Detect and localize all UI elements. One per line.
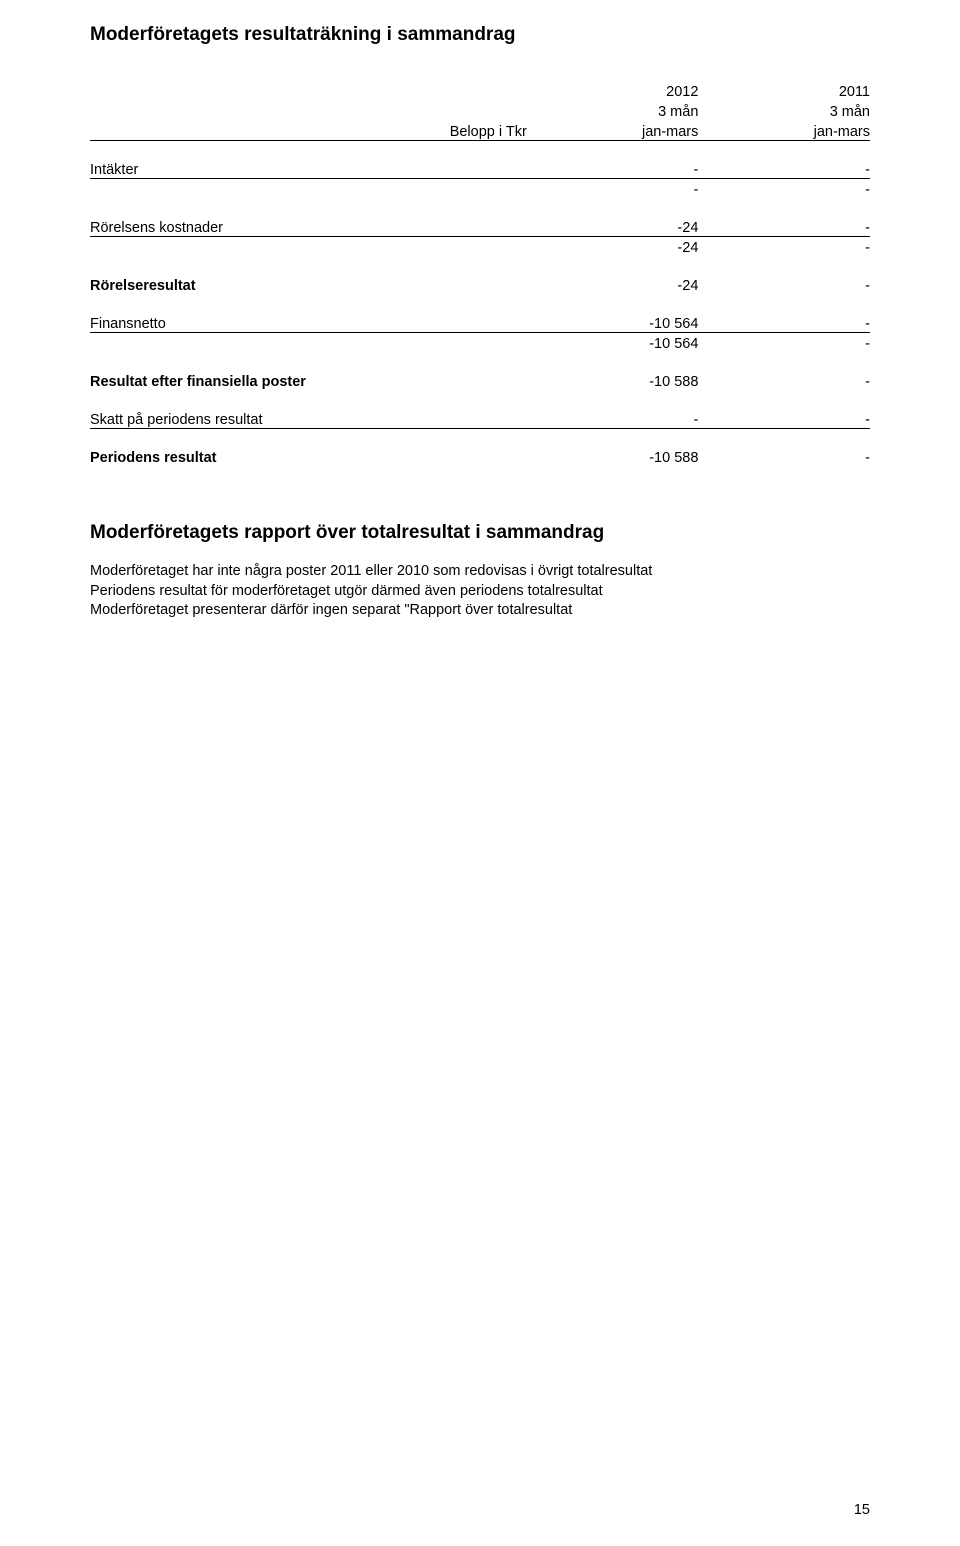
row-intakter-sum: - -	[90, 178, 870, 198]
rorelsens-kostnader-label: Rörelsens kostnader	[90, 216, 527, 236]
col1-period: 3 mån	[527, 100, 699, 120]
row-finansnetto: Finansnetto -10 564 -	[90, 312, 870, 332]
row-intakter: Intäkter - -	[90, 158, 870, 178]
header-row-period: 3 mån 3 mån	[90, 100, 870, 120]
skatt-v2: -	[698, 408, 870, 428]
rorelseresultat-v1: -24	[527, 274, 699, 294]
section2-title: Moderföretagets rapport över totalresult…	[90, 522, 870, 544]
section2-line1: Moderföretaget har inte några poster 201…	[90, 562, 870, 582]
intakter-sum-v2: -	[698, 178, 870, 198]
row-rorelsens-kostnader-sum: -24 -	[90, 236, 870, 256]
rorelseresultat-label: Rörelseresultat	[90, 274, 527, 294]
periodens-resultat-v2: -	[698, 446, 870, 466]
col2-range: jan-mars	[698, 120, 870, 140]
col1-range: jan-mars	[527, 120, 699, 140]
header-row-range: Belopp i Tkr jan-mars jan-mars	[90, 120, 870, 140]
skatt-v1: -	[527, 408, 699, 428]
resultat-efter-fin-v2: -	[698, 370, 870, 390]
resultat-efter-fin-v1: -10 588	[527, 370, 699, 390]
header-row-year: 2012 2011	[90, 80, 870, 100]
periodens-resultat-label: Periodens resultat	[90, 446, 527, 466]
section2-paragraph: Moderföretaget har inte några poster 201…	[90, 562, 870, 621]
col2-year: 2011	[698, 80, 870, 100]
row-periodens-resultat: Periodens resultat -10 588 -	[90, 446, 870, 466]
col2-period: 3 mån	[698, 100, 870, 120]
intakter-label: Intäkter	[90, 158, 527, 178]
intakter-sum-v1: -	[527, 178, 699, 198]
finansnetto-label: Finansnetto	[90, 312, 527, 332]
finansnetto-sum-v1: -10 564	[527, 332, 699, 352]
income-statement-table: 2012 2011 3 mån 3 mån Belopp i Tkr jan-m…	[90, 80, 870, 466]
resultat-efter-fin-label: Resultat efter finansiella poster	[90, 370, 527, 390]
page-number: 15	[854, 1502, 870, 1518]
row-label-header: Belopp i Tkr	[90, 120, 527, 140]
finansnetto-sum-v2: -	[698, 332, 870, 352]
rorelsens-kostnader-sum-v1: -24	[527, 236, 699, 256]
page-title: Moderföretagets resultaträkning i samman…	[90, 24, 870, 46]
rorelsens-kostnader-v1: -24	[527, 216, 699, 236]
section2-line3: Moderföretaget presenterar därför ingen …	[90, 601, 870, 621]
intakter-v1: -	[527, 158, 699, 178]
row-rorelsens-kostnader: Rörelsens kostnader -24 -	[90, 216, 870, 236]
rorelseresultat-v2: -	[698, 274, 870, 294]
intakter-v2: -	[698, 158, 870, 178]
row-resultat-efter-fin: Resultat efter finansiella poster -10 58…	[90, 370, 870, 390]
finansnetto-v2: -	[698, 312, 870, 332]
row-skatt: Skatt på periodens resultat - -	[90, 408, 870, 428]
rorelsens-kostnader-sum-v2: -	[698, 236, 870, 256]
rorelsens-kostnader-v2: -	[698, 216, 870, 236]
section2-line2: Periodens resultat för moderföretaget ut…	[90, 582, 870, 602]
col1-year: 2012	[527, 80, 699, 100]
row-finansnetto-sum: -10 564 -	[90, 332, 870, 352]
row-rorelseresultat: Rörelseresultat -24 -	[90, 274, 870, 294]
finansnetto-v1: -10 564	[527, 312, 699, 332]
periodens-resultat-v1: -10 588	[527, 446, 699, 466]
skatt-label: Skatt på periodens resultat	[90, 408, 527, 428]
